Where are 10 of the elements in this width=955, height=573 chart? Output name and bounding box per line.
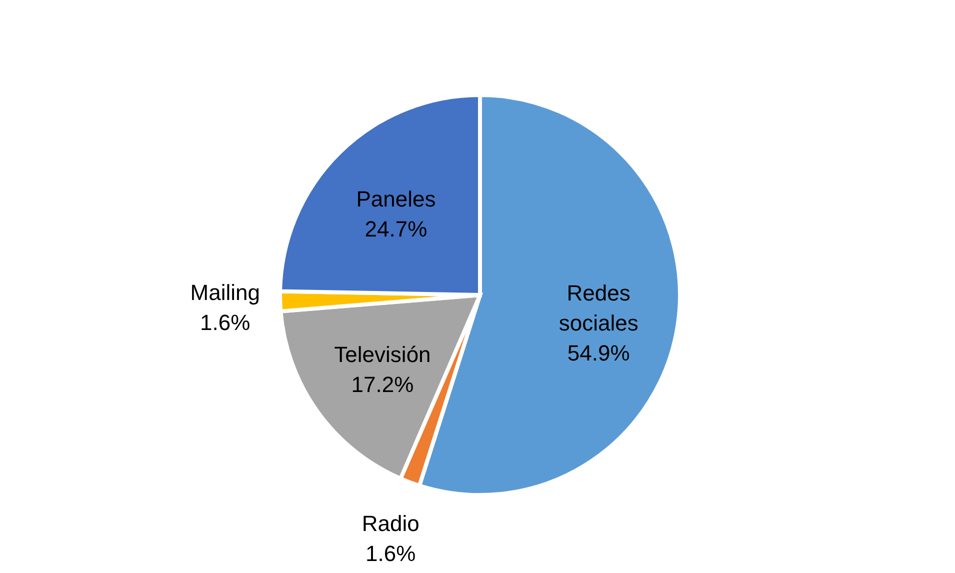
data-label: 1.6% [366, 540, 416, 566]
data-label: 54.9% [567, 340, 630, 366]
slice-label: Mailing [190, 280, 260, 306]
slice-label: Paneles [356, 186, 436, 212]
slice-label: Redes sociales [558, 280, 638, 336]
data-label: 1.6% [200, 310, 250, 336]
data-label: 17.2% [351, 372, 414, 397]
slice-label: Televisión [334, 342, 431, 367]
slice-label: Radio [362, 510, 420, 536]
data-label: 24.7% [364, 216, 428, 242]
